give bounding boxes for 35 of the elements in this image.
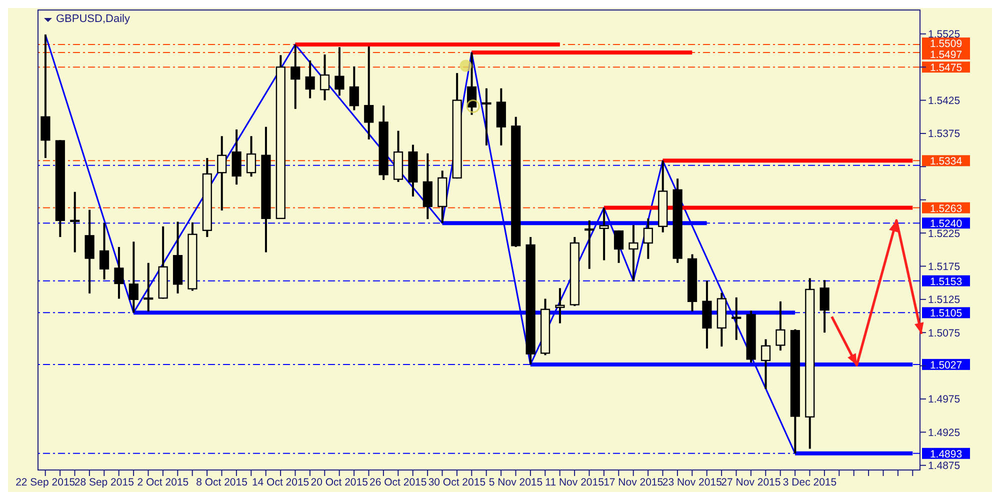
x-tick-label: 30 Oct 2015: [428, 476, 486, 488]
y-tick-label: 1.5375: [928, 128, 960, 140]
x-tick-label: 23 Nov 2015: [662, 476, 722, 488]
y-tick-label: 1.5075: [928, 327, 960, 340]
x-tick-label: 14 Oct 2015: [252, 476, 310, 488]
ref-line-label: 1.5263: [930, 202, 962, 215]
x-tick-label: 5 Nov 2015: [488, 476, 543, 488]
ref-line-label: 1.5240: [930, 218, 962, 230]
y-tick-label: 1.5525: [928, 28, 960, 41]
x-tick-label: 2 Oct 2015: [137, 476, 189, 488]
y-tick-label: 1.4875: [928, 460, 960, 472]
y-tick-label: 1.5175: [928, 260, 960, 273]
y-tick-label: 1.4975: [928, 394, 960, 406]
y-tick-label: 1.5425: [928, 95, 960, 107]
x-tick-label: 11 Nov 2015: [545, 476, 604, 488]
ref-line-label: 1.5334: [930, 156, 962, 168]
x-tick-label: 26 Oct 2015: [370, 476, 427, 488]
ref-line-label: 1.4893: [930, 448, 962, 460]
x-tick-label: 22 Sep 2015: [16, 476, 76, 488]
x-tick-label: 3 Dec 2015: [782, 476, 837, 488]
x-tick-label: 17 Nov 2015: [604, 476, 664, 488]
y-tick-label: 1.4925: [928, 426, 960, 439]
y-tick-label: 1.5225: [928, 228, 960, 240]
x-tick-label: 8 Oct 2015: [196, 476, 248, 488]
x-tick-label: 28 Sep 2015: [74, 476, 134, 488]
ref-line-label: 1.5509: [930, 38, 962, 50]
chart-title: GBPUSD,Daily: [56, 13, 130, 25]
ref-line-label: 1.5475: [930, 62, 962, 74]
ref-line-label: 1.5027: [930, 359, 962, 372]
y-tick-label: 1.5125: [928, 294, 960, 306]
ref-line-label: 1.5497: [930, 49, 962, 61]
ref-line-label: 1.5105: [930, 308, 962, 320]
ref-line-label: 1.5153: [930, 276, 962, 288]
x-tick-label: 20 Oct 2015: [310, 476, 368, 488]
x-tick-label: 27 Nov 2015: [721, 476, 781, 488]
